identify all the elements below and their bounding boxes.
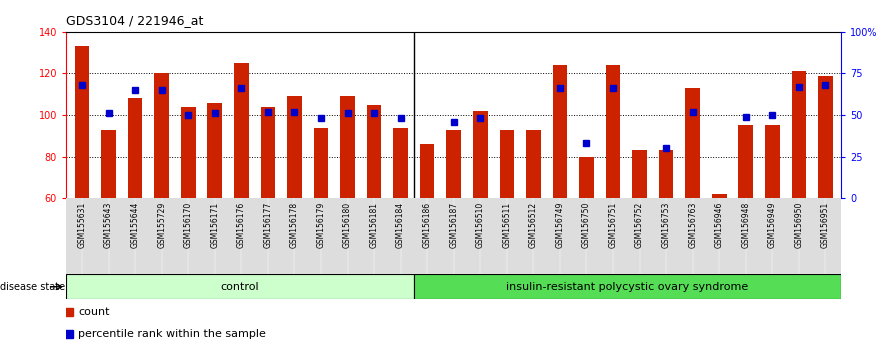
- Text: GDS3104 / 221946_at: GDS3104 / 221946_at: [66, 14, 204, 27]
- Bar: [500, 130, 515, 198]
- Bar: [526, 130, 541, 198]
- Bar: [366, 105, 381, 198]
- Text: count: count: [78, 307, 110, 317]
- Text: GSM156180: GSM156180: [343, 202, 352, 248]
- Text: GSM156177: GSM156177: [263, 202, 272, 248]
- Text: percentile rank within the sample: percentile rank within the sample: [78, 329, 266, 339]
- Text: GSM155643: GSM155643: [104, 202, 113, 249]
- Bar: [393, 127, 408, 198]
- Bar: [287, 96, 301, 198]
- Bar: [128, 98, 143, 198]
- Text: GSM156950: GSM156950: [795, 202, 803, 249]
- Bar: [818, 75, 833, 198]
- Bar: [552, 65, 567, 198]
- Bar: [261, 107, 275, 198]
- Bar: [154, 73, 169, 198]
- Text: GSM156181: GSM156181: [369, 202, 379, 248]
- Text: GSM156750: GSM156750: [582, 202, 591, 249]
- Text: GSM155644: GSM155644: [130, 202, 139, 249]
- Text: GSM156763: GSM156763: [688, 202, 697, 249]
- Text: GSM156184: GSM156184: [396, 202, 405, 248]
- Bar: [473, 111, 487, 198]
- Bar: [765, 125, 780, 198]
- Bar: [234, 63, 248, 198]
- Bar: [606, 65, 620, 198]
- Text: GSM155631: GSM155631: [78, 202, 86, 248]
- Text: GSM156186: GSM156186: [423, 202, 432, 248]
- Text: GSM156170: GSM156170: [184, 202, 193, 248]
- FancyBboxPatch shape: [66, 274, 414, 299]
- Text: GSM156179: GSM156179: [316, 202, 325, 248]
- Bar: [207, 103, 222, 198]
- Text: GSM156753: GSM156753: [662, 202, 670, 249]
- Bar: [181, 107, 196, 198]
- Text: GSM156749: GSM156749: [555, 202, 565, 249]
- Text: GSM156510: GSM156510: [476, 202, 485, 248]
- Bar: [101, 130, 116, 198]
- Text: GSM155729: GSM155729: [157, 202, 167, 248]
- Text: GSM156752: GSM156752: [635, 202, 644, 248]
- Text: GSM156511: GSM156511: [502, 202, 511, 248]
- Bar: [75, 46, 89, 198]
- Text: GSM156176: GSM156176: [237, 202, 246, 248]
- Text: GSM156948: GSM156948: [741, 202, 751, 248]
- Bar: [314, 127, 329, 198]
- Bar: [633, 150, 647, 198]
- Text: GSM156512: GSM156512: [529, 202, 538, 248]
- Text: GSM156951: GSM156951: [821, 202, 830, 248]
- Bar: [420, 144, 434, 198]
- Text: control: control: [220, 282, 259, 292]
- Bar: [579, 156, 594, 198]
- Text: GSM156171: GSM156171: [211, 202, 219, 248]
- Text: GSM156949: GSM156949: [768, 202, 777, 249]
- Bar: [340, 96, 355, 198]
- FancyBboxPatch shape: [414, 274, 841, 299]
- Text: GSM156178: GSM156178: [290, 202, 299, 248]
- Bar: [659, 150, 673, 198]
- Bar: [685, 88, 700, 198]
- Text: insulin-resistant polycystic ovary syndrome: insulin-resistant polycystic ovary syndr…: [507, 282, 749, 292]
- Bar: [791, 72, 806, 198]
- Text: disease state: disease state: [0, 282, 65, 292]
- Bar: [738, 125, 753, 198]
- Bar: [712, 194, 727, 198]
- Text: GSM156946: GSM156946: [714, 202, 723, 249]
- Text: GSM156751: GSM156751: [609, 202, 618, 248]
- Text: GSM156187: GSM156187: [449, 202, 458, 248]
- Bar: [447, 130, 461, 198]
